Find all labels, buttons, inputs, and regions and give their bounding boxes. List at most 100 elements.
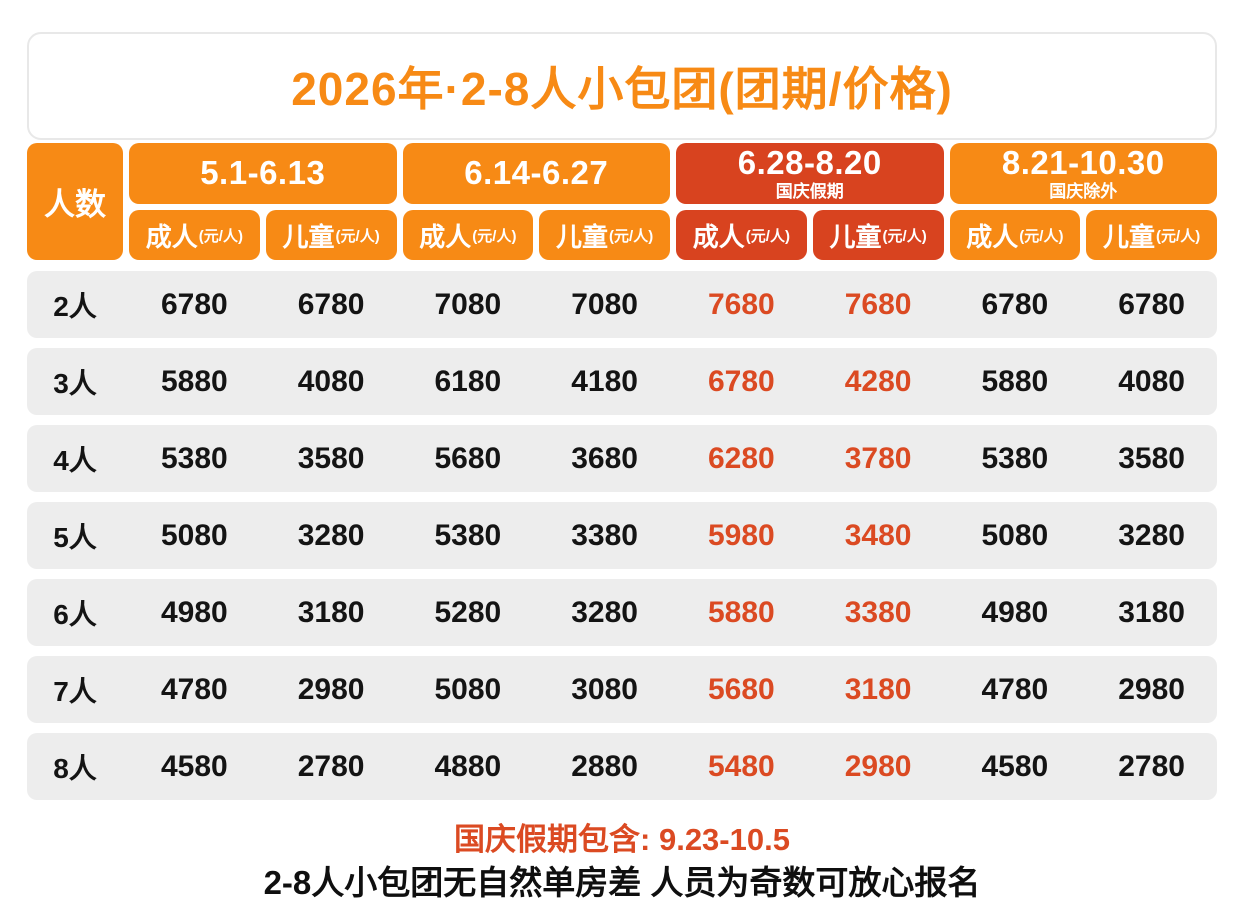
footer-notes: 国庆假期包含: 9.23-10.5 2-8人小包团无自然单房差 人员为奇数可放心… [27,822,1217,902]
price-cell: 2980 [297,672,365,706]
page-title: 2026年·2-8人小包团(团期/价格) [291,63,953,115]
child-header-cell: 儿童 (元/人) [812,210,944,260]
price-cell: 2780 [297,749,365,783]
date-range-label: 5.1-6.13 [200,154,326,192]
price-cell: 3280 [571,595,638,629]
adult-header-cell: 成人 (元/人) [949,210,1081,260]
price-cell: 6780 [297,287,365,321]
price-cell: 5680 [708,672,775,706]
price-cell: 4080 [297,364,365,398]
price-cell: 6180 [434,364,502,398]
price-cell: 3380 [844,595,912,629]
price-cell: 4580 [981,749,1049,783]
price-cell: 2980 [1118,672,1185,706]
price-cell: 7680 [708,287,775,321]
price-cell: 4780 [161,672,228,706]
price-cell: 3580 [1118,441,1185,475]
price-cell: 3280 [297,518,365,552]
price-rows: 2人 6780 6780 7080 7080 7680 7680 6780 6780 3人 5880… [27,271,1217,800]
adult-header-cell: 成人 (元/人) [676,210,807,260]
price-cell: 3580 [297,441,365,475]
price-cell: 6780 [1118,287,1185,321]
row-label: 5人 [53,521,97,553]
price-cell: 7080 [434,287,502,321]
date-group-2: 6.14-6.27 成人 (元/人) 儿童 (元/人) [402,143,670,260]
price-cell: 4880 [434,749,502,783]
row-label: 3人 [53,367,97,399]
table-row: 7人 4780 2980 5080 3080 5680 3180 4780 2980 [27,656,1217,723]
price-cell: 3480 [844,518,912,552]
price-cell: 3380 [571,518,638,552]
date-group-1: 5.1-6.13 成人 (元/人) 儿童 (元/人) [129,143,397,260]
table-row: 5人 5080 3280 5380 3380 5980 3480 5080 3280 [27,502,1217,569]
price-cell: 5880 [161,364,228,398]
date-group-4: 8.21-10.30 国庆除外 成人 (元/人) 儿童 (元/人) [949,143,1217,260]
row-label: 7人 [53,675,97,707]
date-range-subtitle: 国庆除外 [1049,181,1118,201]
price-cell: 4280 [844,364,912,398]
price-cell: 7080 [571,287,638,321]
price-cell: 5380 [161,441,228,475]
people-count-header-cell: 人数 [27,143,123,260]
price-cell: 7680 [844,287,912,321]
price-cell: 4080 [1118,364,1185,398]
table-row: 4人 5380 3580 5680 3680 6280 3780 5380 3580 [27,425,1217,492]
price-cell: 5080 [434,672,502,706]
price-cell: 6780 [708,364,775,398]
price-cell: 5380 [981,441,1049,475]
price-cell: 5480 [708,749,775,783]
price-cell: 3680 [571,441,638,475]
date-range-label: 8.21-10.30 [1001,144,1165,182]
title-card: 2026年·2-8人小包团(团期/价格) [27,32,1217,140]
page: 2026年·2-8人小包团(团期/价格) 人数 5.1-6.13 成人 (元/人)… [27,0,1217,902]
price-cell: 3280 [1118,518,1185,552]
unit-label: (元/人) [609,227,654,245]
price-cell: 5280 [434,595,502,629]
adult-label: 成人 [145,221,198,252]
price-cell: 2980 [844,749,912,783]
child-label: 儿童 [1103,221,1156,252]
price-cell: 3180 [297,595,365,629]
adult-header-cell: 成人 (元/人) [402,210,534,260]
price-cell: 5080 [981,518,1049,552]
policy-note: 2-8人小包团无自然单房差 人员为奇数可放心报名 [263,863,981,901]
date-range-header-3: 6.28-8.20 国庆假期 [676,143,944,204]
child-header-cell: 儿童 (元/人) [265,210,397,260]
unit-label: (元/人) [335,227,380,245]
row-label: 8人 [53,752,97,784]
price-cell: 3180 [844,672,912,706]
price-cell: 4180 [571,364,638,398]
price-cell: 4780 [981,672,1049,706]
price-cell: 5080 [161,518,228,552]
date-range-label: 6.28-8.20 [737,144,882,182]
price-table-header: 人数 5.1-6.13 成人 (元/人) 儿童 (元/人) 6.14-6.27 成人… [27,143,1217,260]
row-label: 4人 [53,444,97,476]
adult-header-cell: 成人 (元/人) [129,210,260,260]
price-cell: 5880 [708,595,775,629]
row-label: 6人 [53,598,97,630]
price-cell: 3780 [844,441,912,475]
price-cell: 6780 [161,287,228,321]
adult-label: 成人 [692,221,745,252]
date-range-subtitle: 国庆假期 [775,181,844,201]
table-row: 2人 6780 6780 7080 7080 7680 7680 6780 6780 [27,271,1217,338]
date-group-3: 6.28-8.20 国庆假期 成人 (元/人) 儿童 (元/人) [676,143,944,260]
price-cell: 2880 [571,749,638,783]
price-cell: 3080 [571,672,638,706]
date-range-header-4: 8.21-10.30 国庆除外 [949,143,1217,204]
child-header-cell: 儿童 (元/人) [1086,210,1217,260]
price-cell: 5980 [708,518,775,552]
unit-label: (元/人) [882,227,927,245]
date-range-header-1: 5.1-6.13 [129,143,397,204]
adult-label: 成人 [419,221,472,252]
child-label: 儿童 [556,221,609,252]
table-row: 3人 5880 4080 6180 4180 6780 4280 5880 4080 [27,348,1217,415]
child-label: 儿童 [829,221,882,252]
price-cell: 5380 [434,518,502,552]
price-cell: 6280 [708,441,775,475]
price-cell: 6780 [981,287,1049,321]
price-cell: 4580 [161,749,228,783]
table-row: 6人 4980 3180 5280 3280 5880 3380 4980 3180 [27,579,1217,646]
holiday-note: 国庆假期包含: 9.23-10.5 [454,822,790,857]
unit-label: (元/人) [745,227,790,245]
